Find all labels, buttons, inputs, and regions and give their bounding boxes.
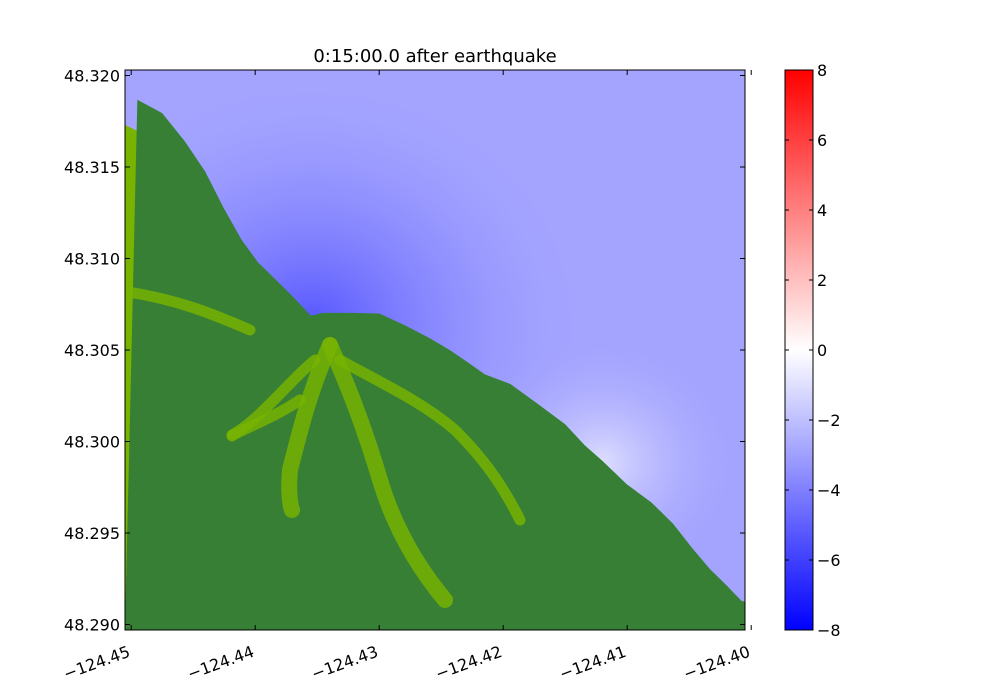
land-lowland (125, 99, 745, 630)
colorbar: −8 −6 −4 −2 0 2 4 6 8 (784, 61, 841, 640)
y-tick-label: 48.310 (64, 249, 120, 268)
y-axis: 48.290 48.295 48.300 48.305 48.310 48.315 48.3… (64, 66, 745, 635)
x-tick-label: −124.40 (681, 642, 753, 684)
chart-title: 0:15:00.0 after earthquake (313, 46, 556, 67)
x-tick-label: −124.42 (433, 642, 505, 684)
x-tick-label: −124.43 (309, 642, 381, 684)
colorbar-tick-label: 4 (817, 201, 827, 220)
colorbar-tick-label: 6 (817, 131, 827, 150)
y-tick-label: 48.320 (64, 66, 120, 85)
colorbar-ticks: −8 −6 −4 −2 0 2 4 6 8 (785, 61, 841, 640)
y-tick-label: 48.315 (64, 158, 120, 177)
x-tick-label: −124.45 (61, 642, 133, 684)
colorbar-tick-label: 2 (817, 271, 827, 290)
y-tick-label: 48.305 (64, 341, 120, 360)
y-tick-label: 48.300 (64, 433, 120, 452)
x-tick-label: −124.41 (557, 642, 629, 684)
colorbar-tick-label: 0 (817, 341, 827, 360)
colorbar-tick-label: −8 (817, 621, 841, 640)
colorbar-tick-label: −4 (817, 481, 841, 500)
colorbar-tick-label: −6 (817, 551, 841, 570)
colorbar-gradient (784, 69, 814, 631)
land-ridges (125, 286, 526, 608)
y-tick-label: 48.295 (64, 524, 120, 543)
colorbar-tick-label: −2 (817, 411, 841, 430)
y-tick-label: 48.290 (64, 616, 120, 635)
plot-area (125, 70, 745, 630)
colorbar-tick-label: 8 (817, 61, 827, 80)
x-tick-label: −124.44 (185, 642, 257, 684)
